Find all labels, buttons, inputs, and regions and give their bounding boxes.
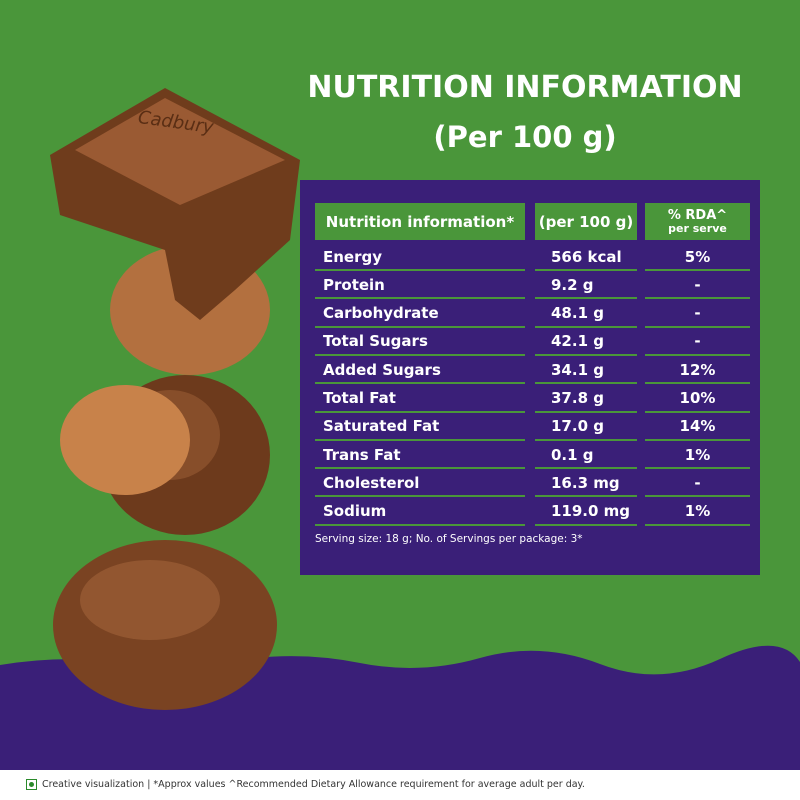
table-cell: 119.0 mg [535, 499, 637, 526]
table-cell: Sodium [315, 499, 525, 526]
table-cell: 9.2 g [535, 272, 637, 300]
nutrition-table: Nutrition information* (per 100 g) % RDA… [300, 180, 760, 575]
table-cell: 48.1 g [535, 301, 637, 328]
table-cell: 0.1 g [535, 442, 637, 470]
column-header: (per 100 g) [535, 203, 637, 240]
table-cell: - [645, 272, 750, 300]
table-cell: 5% [645, 244, 750, 271]
table-cell: 1% [645, 499, 750, 526]
table-cell: 17.0 g [535, 414, 637, 441]
table-cell: Trans Fat [315, 442, 525, 470]
table-cell: 10% [645, 386, 750, 413]
table-cell: Total Fat [315, 386, 525, 413]
subtitle: (Per 100 g) [433, 120, 617, 154]
table-cell: 42.1 g [535, 329, 637, 356]
table-cell: 14% [645, 414, 750, 441]
table-cell: Added Sugars [315, 357, 525, 385]
column-header: % RDA^ per serve [645, 203, 750, 240]
serving-note: Serving size: 18 g; No. of Servings per … [315, 533, 583, 545]
footer: Creative visualization | *Approx values … [0, 770, 800, 800]
column-header-line: % RDA^ [667, 207, 728, 223]
title: NUTRITION INFORMATION [307, 70, 743, 105]
table-cell: Energy [315, 244, 525, 271]
table-cell: Saturated Fat [315, 414, 525, 441]
veg-icon [26, 779, 37, 790]
table-cell: 566 kcal [535, 244, 637, 271]
table-cell: Cholesterol [315, 470, 525, 498]
table-cell: Protein [315, 272, 525, 300]
table-cell: - [645, 470, 750, 498]
table-cell: 16.3 mg [535, 470, 637, 498]
table-cell: 34.1 g [535, 357, 637, 385]
column-header: Nutrition information* [315, 203, 525, 240]
table-cell: Total Sugars [315, 329, 525, 356]
table-cell: 1% [645, 442, 750, 470]
column-header-line: per serve [668, 221, 727, 235]
table-cell: - [645, 301, 750, 328]
table-cell: 12% [645, 357, 750, 385]
table-cell: - [645, 329, 750, 356]
table-cell: Carbohydrate [315, 301, 525, 328]
footnote: Creative visualization | *Approx values … [42, 779, 585, 790]
table-cell: 37.8 g [535, 386, 637, 413]
